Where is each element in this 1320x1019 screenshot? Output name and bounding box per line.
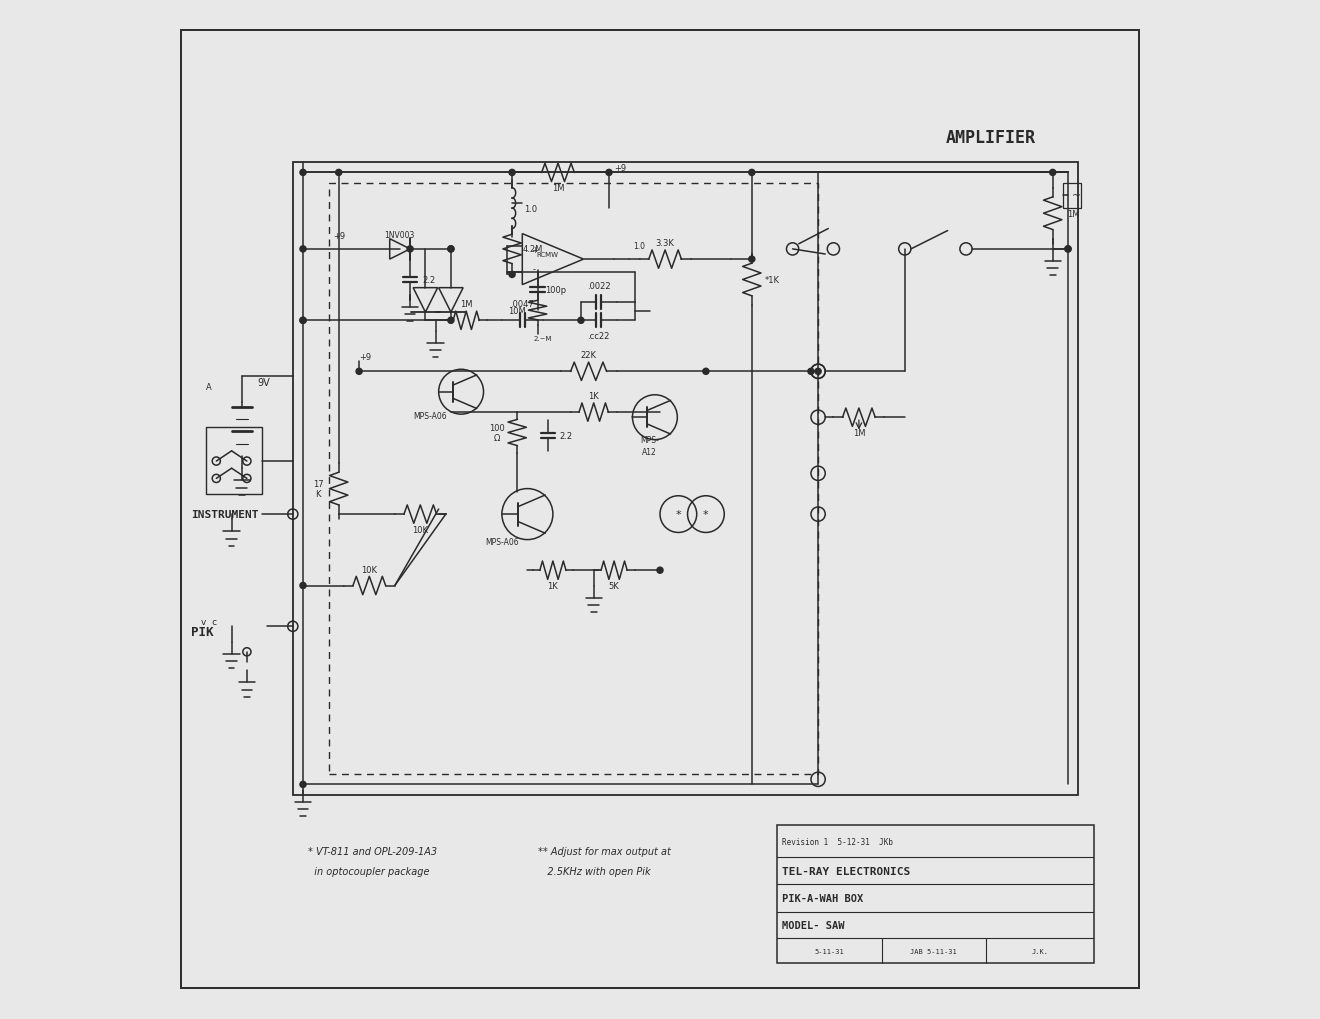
Text: PIK: PIK bbox=[191, 626, 214, 638]
Text: 10K: 10K bbox=[362, 566, 378, 574]
Text: 5K: 5K bbox=[609, 582, 619, 590]
Text: -: - bbox=[533, 265, 536, 273]
Text: +: + bbox=[531, 247, 539, 255]
Circle shape bbox=[1065, 247, 1071, 253]
Circle shape bbox=[447, 318, 454, 324]
Circle shape bbox=[657, 568, 663, 574]
Circle shape bbox=[300, 782, 306, 788]
Text: RCMW: RCMW bbox=[537, 252, 558, 258]
Circle shape bbox=[748, 257, 755, 263]
Text: 2.~M: 2.~M bbox=[533, 335, 552, 341]
Text: MPS-A06: MPS-A06 bbox=[484, 538, 519, 546]
Text: PIK-A-WAH BOX: PIK-A-WAH BOX bbox=[783, 894, 863, 903]
Circle shape bbox=[510, 272, 515, 278]
Text: *: * bbox=[676, 510, 681, 520]
Circle shape bbox=[578, 318, 583, 324]
Text: 22K: 22K bbox=[581, 352, 597, 360]
Text: MODEL- SAW: MODEL- SAW bbox=[783, 920, 845, 930]
Text: .cc22: .cc22 bbox=[587, 332, 610, 340]
Text: v  c: v c bbox=[201, 618, 216, 626]
Circle shape bbox=[1049, 170, 1056, 176]
Circle shape bbox=[748, 170, 755, 176]
Text: 1.0: 1.0 bbox=[634, 243, 645, 251]
Text: 1K: 1K bbox=[589, 392, 599, 400]
Text: ** Adjust for max output at: ** Adjust for max output at bbox=[537, 846, 671, 856]
Circle shape bbox=[702, 369, 709, 375]
Text: 2.5KHz with open Pik: 2.5KHz with open Pik bbox=[537, 866, 651, 876]
Text: JAB 5-11-31: JAB 5-11-31 bbox=[911, 948, 957, 954]
Circle shape bbox=[300, 318, 306, 324]
Bar bbox=[329, 183, 818, 774]
Text: *: * bbox=[704, 510, 709, 520]
Circle shape bbox=[407, 247, 413, 253]
Circle shape bbox=[300, 170, 306, 176]
Circle shape bbox=[510, 170, 515, 176]
Text: 17
K: 17 K bbox=[313, 479, 323, 499]
Text: 100p: 100p bbox=[545, 286, 566, 294]
Circle shape bbox=[606, 170, 612, 176]
Text: 2.2: 2.2 bbox=[422, 276, 436, 284]
Text: 1M: 1M bbox=[853, 429, 865, 437]
Text: Revision 1  5-12-31  JKb: Revision 1 5-12-31 JKb bbox=[783, 837, 894, 846]
Circle shape bbox=[1065, 247, 1071, 253]
Text: * VT-811 and OPL-209-1A3: * VT-811 and OPL-209-1A3 bbox=[308, 846, 437, 856]
Text: J.K.: J.K. bbox=[1031, 948, 1048, 954]
Text: 1NV003: 1NV003 bbox=[384, 231, 414, 239]
Text: MPS-A06: MPS-A06 bbox=[413, 412, 447, 420]
Circle shape bbox=[447, 247, 454, 253]
Text: AMPLIFIER: AMPLIFIER bbox=[945, 128, 1036, 147]
Text: A: A bbox=[206, 383, 211, 391]
Text: INSTRUMENT: INSTRUMENT bbox=[191, 510, 259, 520]
Text: 1M: 1M bbox=[552, 184, 564, 193]
Bar bbox=[1063, 183, 1081, 209]
Text: 3.3K: 3.3K bbox=[656, 239, 675, 248]
Bar bbox=[777, 825, 1093, 963]
Text: 9V: 9V bbox=[257, 377, 269, 387]
Text: A12: A12 bbox=[643, 448, 657, 457]
Text: 4.2M: 4.2M bbox=[523, 246, 543, 254]
Text: MPS-: MPS- bbox=[640, 436, 659, 444]
Circle shape bbox=[356, 369, 362, 375]
Circle shape bbox=[808, 369, 814, 375]
Text: ~: ~ bbox=[1072, 191, 1081, 201]
Text: 1K: 1K bbox=[548, 582, 558, 590]
Text: 1.0: 1.0 bbox=[524, 205, 537, 213]
Text: +9: +9 bbox=[334, 232, 346, 240]
Circle shape bbox=[335, 170, 342, 176]
Circle shape bbox=[300, 318, 306, 324]
Text: +9: +9 bbox=[614, 164, 626, 172]
Circle shape bbox=[300, 583, 306, 589]
Text: +9: +9 bbox=[359, 353, 371, 361]
Text: 100
Ω: 100 Ω bbox=[488, 423, 504, 443]
Text: 10M: 10M bbox=[508, 307, 527, 315]
Bar bbox=[206, 428, 263, 494]
Text: in optocoupler package: in optocoupler package bbox=[308, 866, 429, 876]
Text: .0047: .0047 bbox=[511, 301, 535, 309]
Text: .0022: .0022 bbox=[587, 282, 611, 290]
Text: 1M: 1M bbox=[459, 301, 473, 309]
Text: 2.2: 2.2 bbox=[560, 432, 573, 440]
Circle shape bbox=[814, 369, 821, 375]
Text: 10K: 10K bbox=[412, 526, 428, 534]
Circle shape bbox=[447, 247, 454, 253]
Text: *1K: *1K bbox=[764, 276, 780, 284]
Text: 1M: 1M bbox=[1067, 210, 1080, 218]
Text: TEL-RAY ELECTRONICS: TEL-RAY ELECTRONICS bbox=[783, 866, 911, 875]
Text: 5-11-31: 5-11-31 bbox=[814, 948, 845, 954]
Bar bbox=[293, 163, 1078, 795]
Circle shape bbox=[300, 247, 306, 253]
